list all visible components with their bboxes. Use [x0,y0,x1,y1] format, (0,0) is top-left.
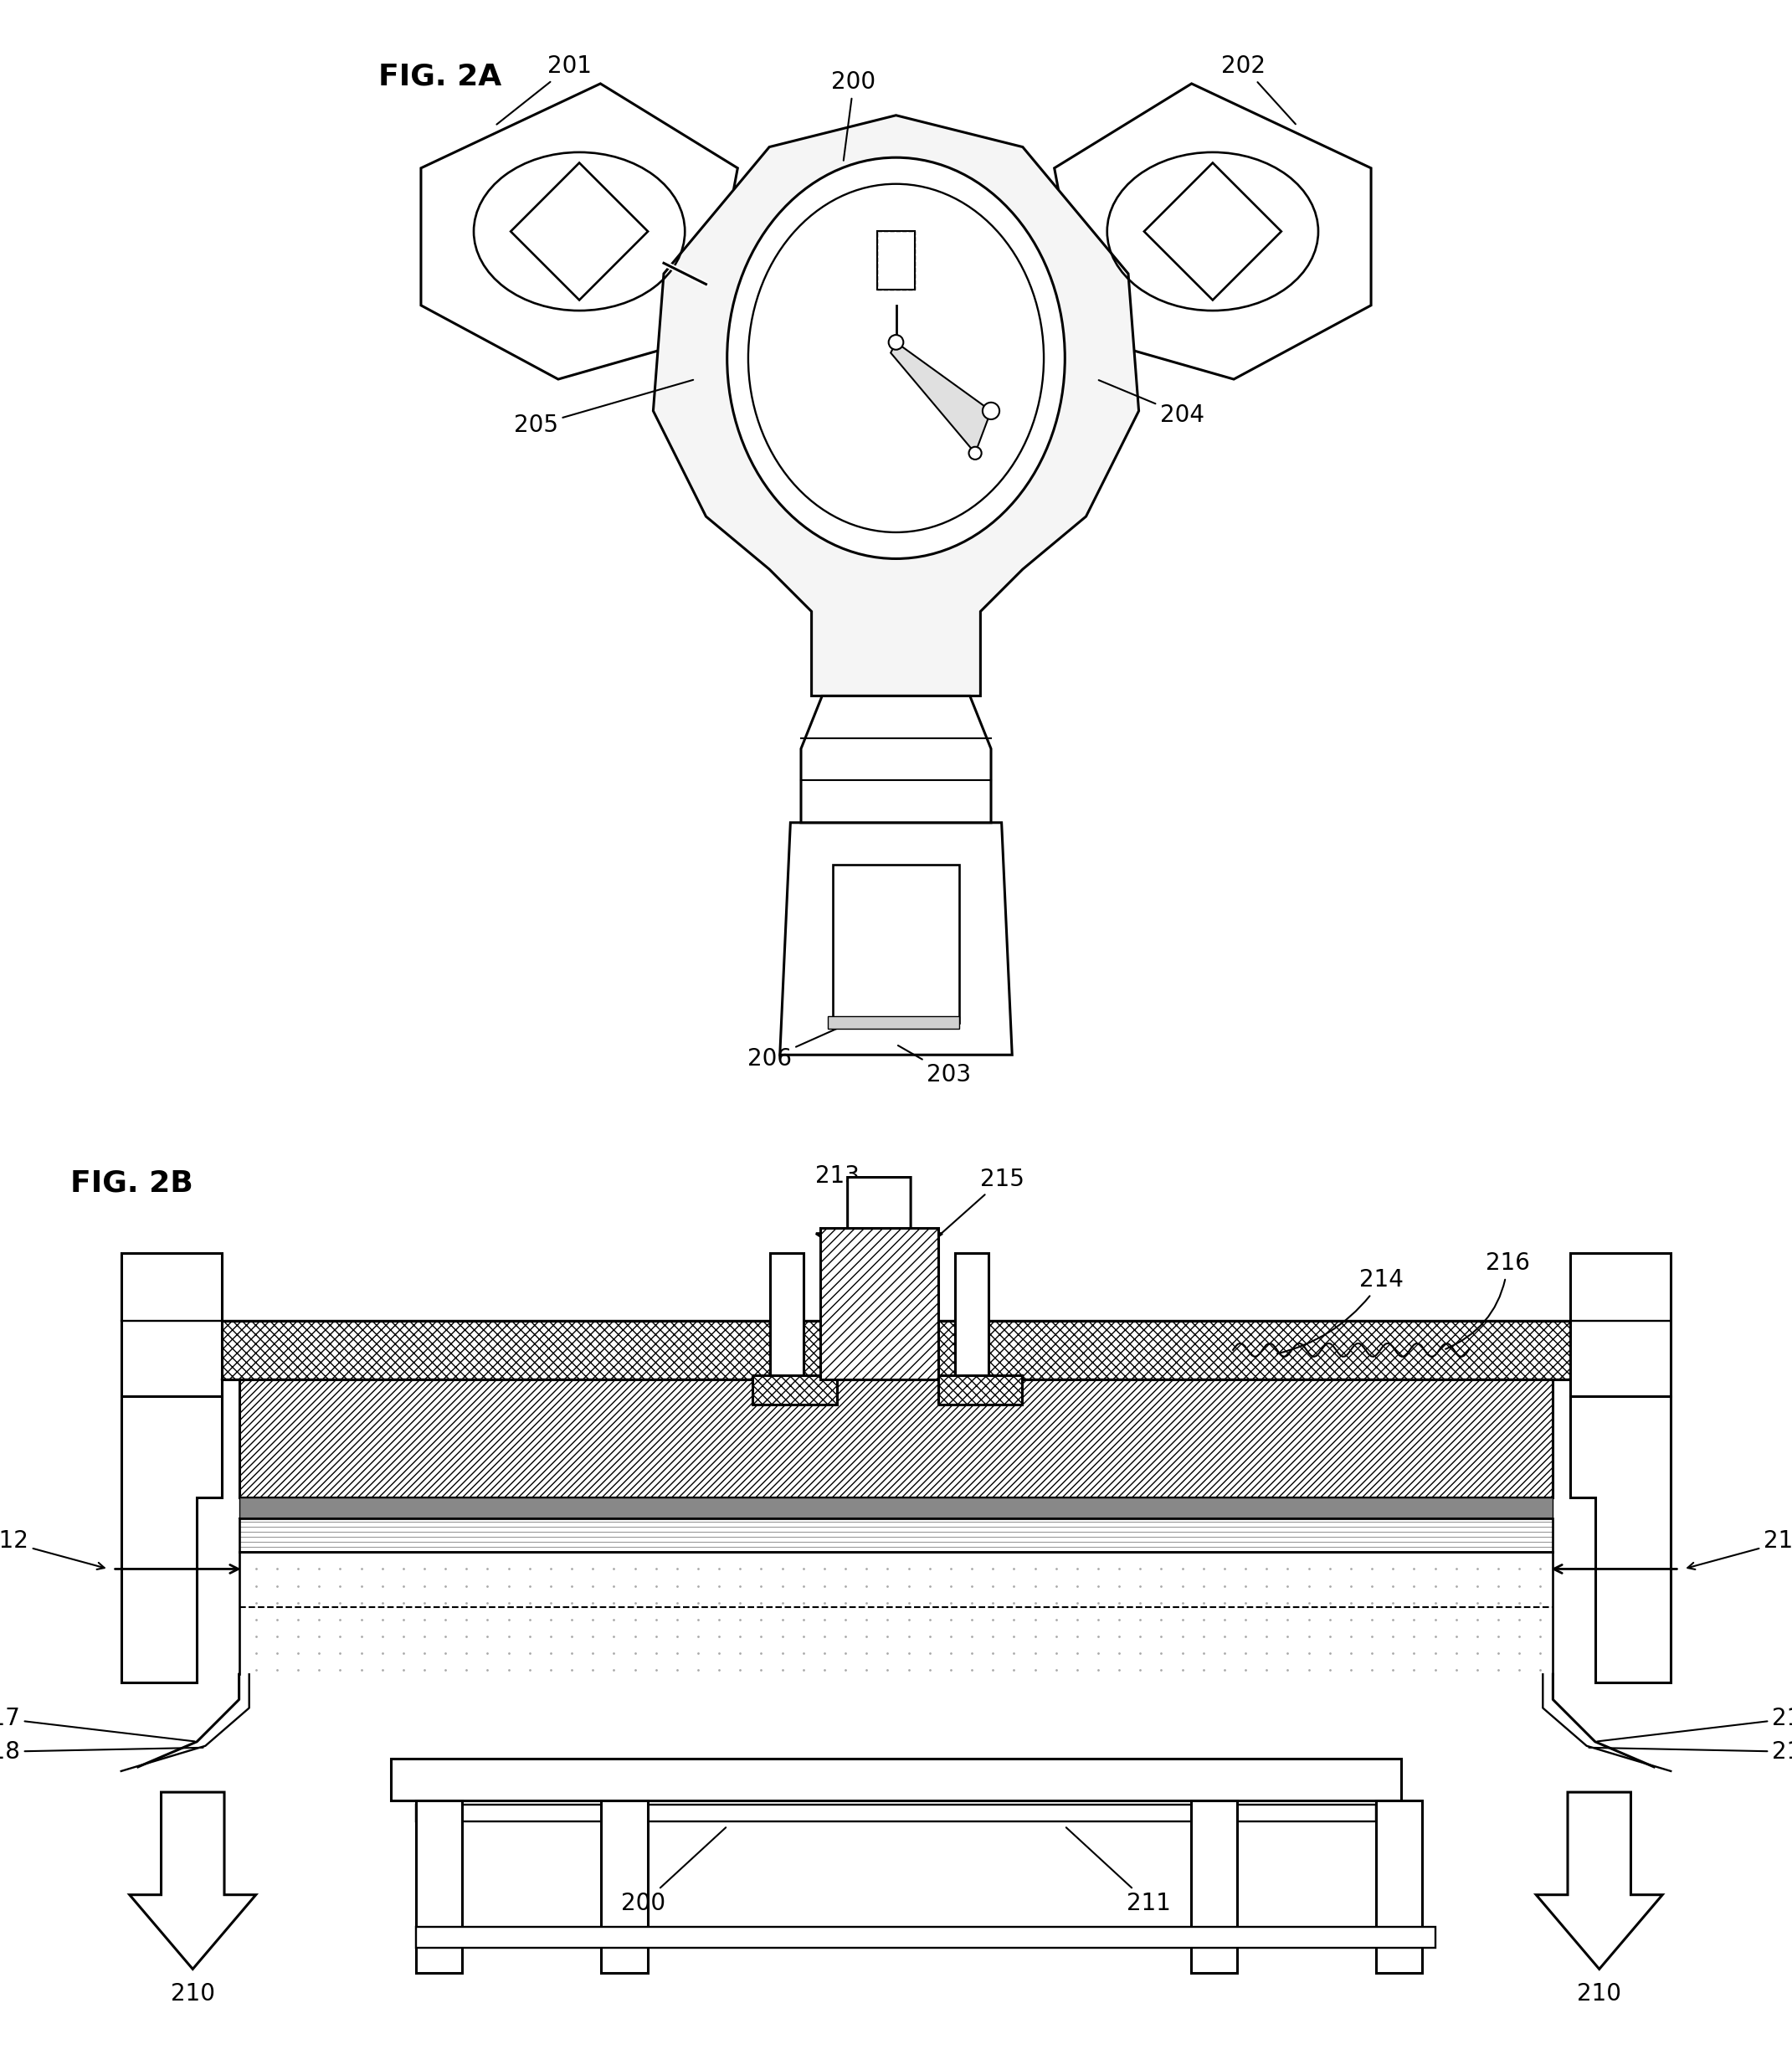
Text: 214: 214 [1278,1269,1403,1354]
Bar [222,1321,1570,1379]
Bar [416,1927,1435,1948]
Bar [828,1016,959,1029]
Text: 200: 200 [831,70,876,161]
Bar [602,1801,647,1973]
Text: 218: 218 [0,1741,202,1764]
Circle shape [969,447,982,460]
Bar [876,232,916,290]
Bar [876,232,916,290]
Text: 212: 212 [1688,1530,1792,1569]
Text: FIG. 2A: FIG. 2A [378,62,502,91]
Bar [238,1379,1554,1497]
Text: 217: 217 [1597,1706,1792,1741]
Bar [391,1759,1401,1801]
Bar [1190,1801,1236,1973]
Text: 216: 216 [1446,1252,1530,1350]
Text: 204: 204 [1098,381,1204,426]
Bar [238,1519,1554,1552]
Text: 203: 203 [898,1045,971,1087]
Polygon shape [654,116,1138,696]
Ellipse shape [728,157,1064,559]
Bar [416,1801,462,1973]
Text: 212: 212 [0,1530,104,1569]
Polygon shape [1570,1397,1670,1683]
Polygon shape [129,1793,256,1969]
Text: 213: 213 [815,1165,858,1188]
Bar [955,1252,989,1379]
Polygon shape [421,83,738,379]
Text: 201: 201 [496,54,591,124]
Bar [416,1805,1376,1822]
Circle shape [982,402,1000,420]
Text: 205: 205 [514,381,694,437]
Bar [753,1374,837,1406]
Bar [238,1552,1554,1675]
Bar [833,865,959,1023]
Text: 210: 210 [170,1981,215,2006]
Polygon shape [815,1178,943,1275]
Text: 218: 218 [1590,1741,1792,1764]
Text: 202: 202 [1220,54,1296,124]
Text: 215: 215 [939,1167,1025,1234]
Bar [771,1252,803,1379]
Text: 217: 217 [0,1706,195,1741]
Bar [238,1497,1554,1519]
Text: 211: 211 [1066,1828,1170,1915]
Text: 200: 200 [622,1828,726,1915]
Polygon shape [122,1397,222,1683]
Polygon shape [1054,83,1371,379]
Polygon shape [780,822,1012,1056]
Polygon shape [801,696,991,822]
Bar [939,1374,1021,1406]
Polygon shape [122,1252,222,1397]
Polygon shape [891,342,991,453]
Polygon shape [1536,1793,1663,1969]
Polygon shape [1570,1252,1670,1397]
Text: FIG. 2B: FIG. 2B [70,1170,194,1196]
Text: 206: 206 [747,1023,851,1070]
Circle shape [889,335,903,350]
Text: 210: 210 [1577,1981,1622,2006]
Bar [1376,1801,1423,1973]
Bar [821,1228,939,1379]
